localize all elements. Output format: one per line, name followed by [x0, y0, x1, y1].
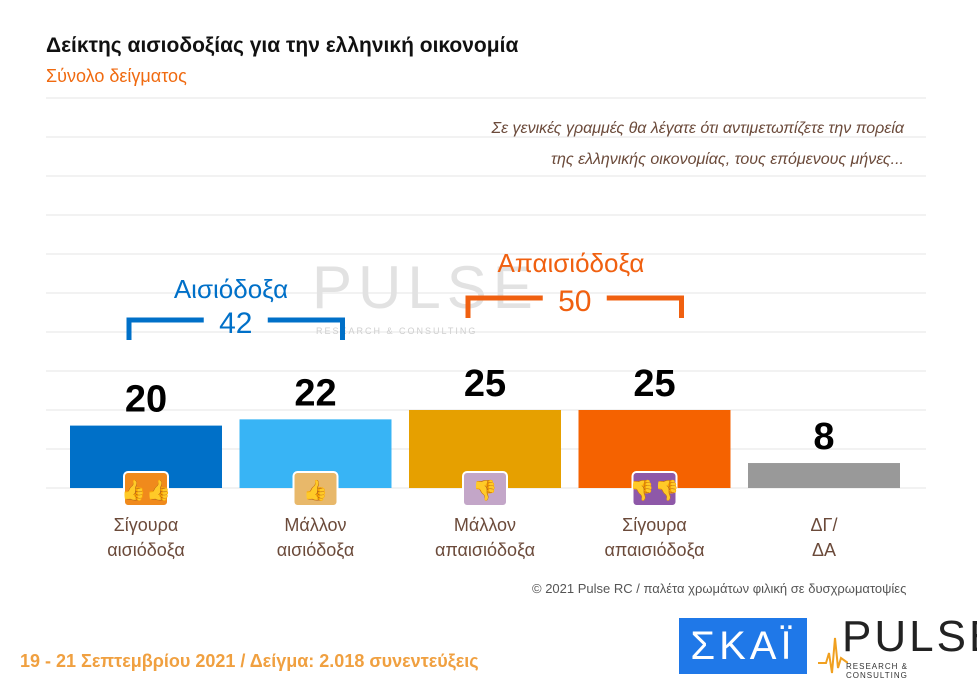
thumb-up-icon-glyph: 👍 — [303, 478, 328, 502]
thumb-up-icon — [292, 471, 339, 507]
pulse-logo-text: PULSE — [842, 612, 977, 661]
category-label: απαισιόδοξα — [604, 540, 704, 560]
watermark: PULSE — [312, 254, 539, 321]
watermark-sub: RESEARCH & CONSULTING — [316, 326, 477, 336]
copyright-note: © 2021 Pulse RC / παλέτα χρωμάτων φιλική… — [532, 581, 907, 596]
pulse-logo: PULSE RESEARCH & CONSULTING — [818, 612, 977, 680]
chart-subtitle: Σύνολο δείγματος — [46, 66, 187, 86]
group-label: Αισιόδοξα — [174, 274, 288, 304]
category-label: Σίγουρα — [114, 515, 179, 535]
thumb-down-icon — [462, 471, 508, 507]
skai-logo: ΣΚΑΪ — [679, 618, 807, 674]
category-label: αισιόδοξα — [107, 540, 185, 560]
data-label: 25 — [633, 363, 675, 405]
two-thumbs-up-icon-glyph: 👍👍 — [121, 478, 171, 502]
data-label: 25 — [464, 363, 506, 405]
thumb-down-icon-glyph: 👎 — [473, 479, 498, 502]
bar — [748, 463, 900, 488]
category-label: Σίγουρα — [622, 515, 687, 535]
two-thumbs-down-icon-glyph: 👎👎 — [630, 479, 680, 502]
category-label: Μάλλον — [284, 515, 346, 535]
group-label: Απαισιόδοξα — [498, 248, 645, 278]
category-label: απαισιόδοξα — [435, 540, 535, 560]
question-line-2: της ελληνικής οικονομίας, τους επόμενους… — [550, 151, 904, 168]
category-label: ΔΓ/ — [811, 515, 838, 535]
skai-logo-text: ΣΚΑΪ — [690, 623, 796, 668]
data-label: 22 — [294, 372, 336, 414]
pulse-logo-sub: RESEARCH & CONSULTING — [846, 662, 909, 680]
group-bracket — [465, 295, 684, 318]
group-total: 50 — [558, 285, 591, 318]
two-thumbs-up-icon — [123, 471, 169, 507]
group-bracket — [126, 317, 345, 340]
group-total: 42 — [219, 307, 252, 340]
two-thumbs-down-icon — [631, 471, 678, 507]
survey-footer: 19 - 21 Σεπτεμβρίου 2021 / Δείγμα: 2.018… — [20, 651, 479, 671]
data-label: 20 — [125, 379, 167, 421]
category-label: ΔΑ — [812, 540, 836, 560]
pulse-wave-icon — [818, 637, 848, 674]
question-line-1: Σε γενικές γραμμές θα λέγατε ότι αντιμετ… — [491, 120, 904, 137]
category-label: Μάλλον — [454, 515, 516, 535]
category-label: αισιόδοξα — [277, 540, 355, 560]
chart-title: Δείκτης αισιοδοξίας για την ελληνική οικ… — [46, 34, 519, 57]
data-label: 8 — [813, 416, 834, 458]
